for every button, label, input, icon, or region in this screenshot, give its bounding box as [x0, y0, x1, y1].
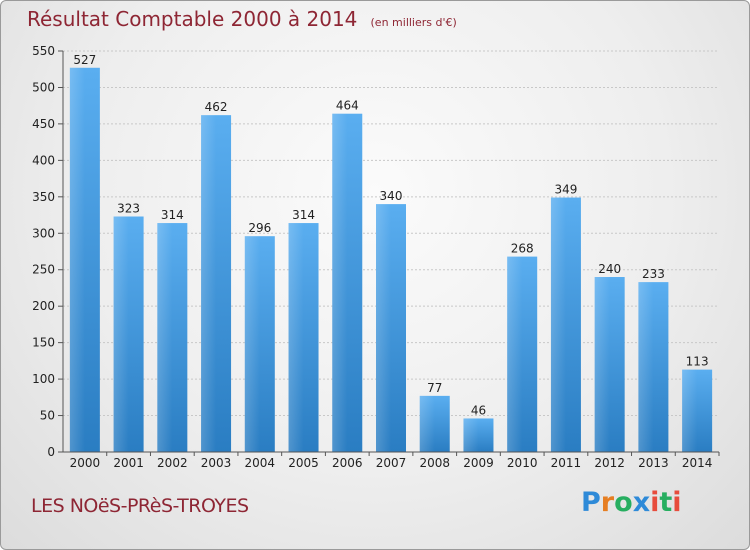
- x-tick-label: 2013: [638, 456, 669, 470]
- x-tick-label: 2007: [376, 456, 407, 470]
- y-axis: 0 50 100 150 200 250 300 350 400 450 500 550: [32, 44, 64, 459]
- bar-highlight: [550, 197, 566, 452]
- y-tick-label: 400: [32, 153, 55, 167]
- chart-title: Résultat Comptable 2000 à 2014: [27, 7, 358, 31]
- value-label: 77: [427, 381, 442, 395]
- bar-highlight: [244, 236, 260, 452]
- x-tick-label: 2001: [113, 456, 144, 470]
- value-label: 113: [686, 355, 709, 369]
- value-label: 464: [336, 99, 359, 113]
- bar-highlight: [201, 115, 217, 452]
- x-tick-label: 2002: [157, 456, 188, 470]
- y-tick-label: 300: [32, 226, 55, 240]
- bar-highlight: [288, 223, 304, 452]
- logo-letter: P: [581, 487, 601, 518]
- logo-letter: t: [659, 487, 673, 518]
- proxiti-logo: Proxiti: [581, 487, 682, 518]
- y-tick-label: 50: [40, 409, 55, 423]
- value-label: 233: [642, 267, 665, 281]
- x-tick-label: 2005: [288, 456, 319, 470]
- logo-letter: i: [650, 487, 660, 518]
- y-tick-label: 250: [32, 263, 55, 277]
- x-tick-label: 2009: [463, 456, 494, 470]
- value-label: 296: [248, 221, 271, 235]
- y-tick-label: 150: [32, 336, 55, 350]
- value-label: 527: [73, 53, 96, 67]
- x-tick-label: 2010: [507, 456, 538, 470]
- y-tick-label: 500: [32, 80, 55, 94]
- y-tick-label: 200: [32, 299, 55, 313]
- logo-letter: o: [614, 487, 633, 518]
- bar-highlight: [594, 277, 610, 452]
- bar-highlight: [463, 418, 479, 452]
- x-tick-label: 2003: [201, 456, 232, 470]
- bar-highlight: [332, 113, 348, 453]
- bar-highlight: [113, 216, 129, 452]
- y-tick-label: 100: [32, 372, 55, 386]
- bars: 527 323 314 462 296 314 464 340 77 46 268 349 240 233…: [69, 53, 713, 453]
- value-label: 340: [380, 189, 403, 203]
- y-tick-label: 550: [32, 44, 55, 58]
- value-label: 46: [471, 403, 486, 417]
- value-label: 314: [161, 208, 184, 222]
- x-tick-label: 2011: [551, 456, 582, 470]
- bar-highlight: [682, 369, 698, 452]
- logo-letter: i: [672, 487, 682, 518]
- x-tick-label: 2012: [594, 456, 625, 470]
- bar-highlight: [638, 282, 654, 452]
- value-label: 268: [511, 242, 534, 256]
- value-label: 462: [205, 100, 228, 114]
- x-tick-label: 2014: [682, 456, 713, 470]
- chart-unit: (en milliers d'€): [370, 16, 457, 29]
- x-tick-label: 2008: [419, 456, 450, 470]
- y-tick-label: 0: [47, 445, 55, 459]
- bar-highlight: [69, 67, 85, 452]
- bar-highlight: [157, 223, 173, 452]
- x-tick-label: 2000: [70, 456, 101, 470]
- y-tick-label: 350: [32, 190, 55, 204]
- x-axis: 2000 2001 2002 2003 2004 2005 2006 2007 2008 2009…: [63, 451, 720, 470]
- bar-highlight: [507, 256, 523, 452]
- value-label: 349: [554, 183, 577, 197]
- commune-name: LES NOëS-PRèS-TROYES: [31, 495, 249, 517]
- logo-letter: x: [632, 487, 651, 518]
- bar-highlight: [376, 204, 391, 452]
- bar-highlight: [419, 395, 435, 452]
- x-tick-label: 2004: [245, 456, 276, 470]
- value-label: 314: [292, 208, 315, 222]
- y-tick-label: 450: [32, 117, 55, 131]
- value-label: 240: [598, 262, 621, 276]
- value-label: 323: [117, 202, 140, 216]
- logo-letter: r: [600, 487, 615, 518]
- x-tick-label: 2006: [332, 456, 363, 470]
- title-row: Résultat Comptable 2000 à 2014 (en milli…: [27, 7, 457, 31]
